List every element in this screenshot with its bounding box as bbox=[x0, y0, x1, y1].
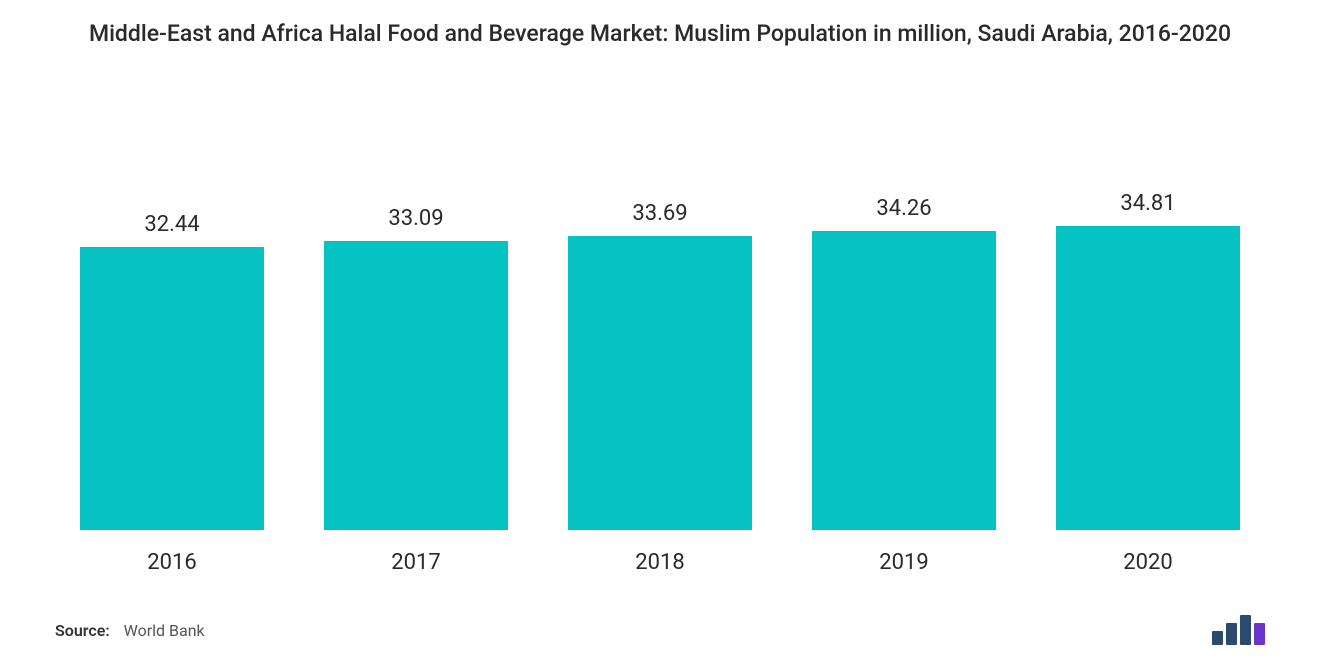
chart-footer: Source: World Bank bbox=[50, 615, 1270, 645]
x-axis-tick: 2017 bbox=[324, 550, 508, 575]
bar-value-label: 32.44 bbox=[144, 212, 199, 237]
logo-bar-icon bbox=[1212, 631, 1223, 645]
bar-value-label: 34.81 bbox=[1120, 191, 1175, 216]
source-text: World Bank bbox=[124, 621, 205, 640]
logo-bar-icon bbox=[1226, 623, 1237, 645]
bar bbox=[812, 231, 996, 530]
bar-group: 33.69 bbox=[568, 119, 752, 530]
chart-x-axis: 2016 2017 2018 2019 2020 bbox=[50, 538, 1270, 575]
chart-container: Middle-East and Africa Halal Food and Be… bbox=[0, 0, 1320, 665]
chart-plot-area: 32.44 33.09 33.69 34.26 34.81 bbox=[50, 119, 1270, 530]
x-axis-tick: 2020 bbox=[1056, 550, 1240, 575]
logo-bar-icon bbox=[1254, 623, 1265, 645]
x-axis-tick: 2019 bbox=[812, 550, 996, 575]
bar-value-label: 33.69 bbox=[632, 201, 687, 226]
bar-group: 34.81 bbox=[1056, 119, 1240, 530]
x-axis-tick: 2018 bbox=[568, 550, 752, 575]
chart-title: Middle-East and Africa Halal Food and Be… bbox=[50, 18, 1270, 49]
bar bbox=[324, 241, 508, 530]
bar-group: 34.26 bbox=[812, 119, 996, 530]
x-axis-tick: 2016 bbox=[80, 550, 264, 575]
bar bbox=[568, 236, 752, 530]
watermark-logo bbox=[1212, 615, 1265, 645]
bar-value-label: 34.26 bbox=[876, 196, 931, 221]
source-label: Source: bbox=[55, 621, 110, 640]
chart-source: Source: World Bank bbox=[55, 621, 205, 640]
bar-group: 33.09 bbox=[324, 119, 508, 530]
bar-value-label: 33.09 bbox=[388, 206, 443, 231]
bar bbox=[80, 247, 264, 530]
bar-group: 32.44 bbox=[80, 119, 264, 530]
logo-bar-icon bbox=[1240, 615, 1251, 645]
bar bbox=[1056, 226, 1240, 530]
